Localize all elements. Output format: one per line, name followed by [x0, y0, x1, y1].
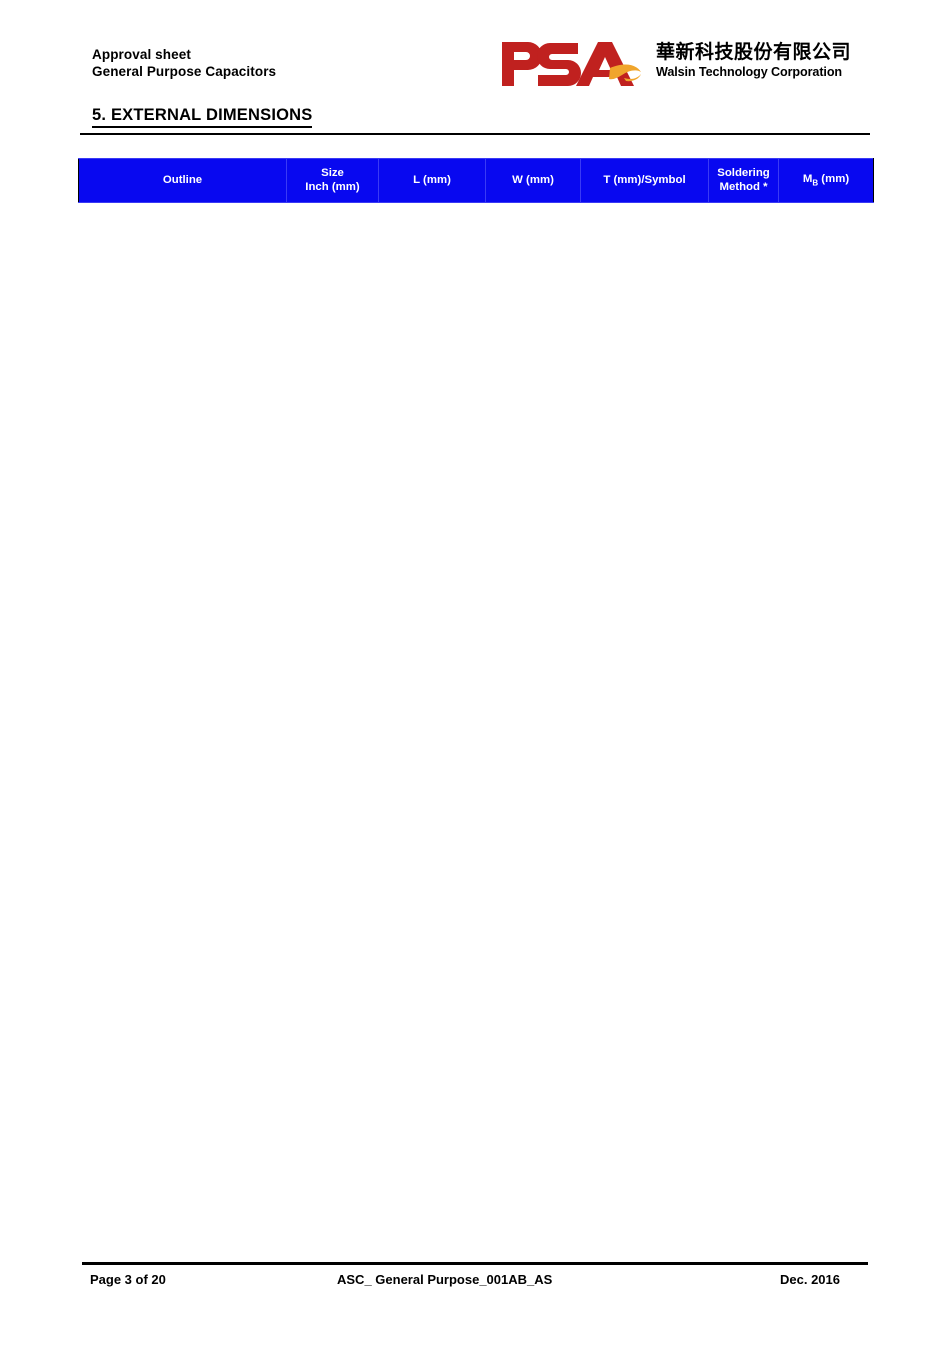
- company-name-en: Walsin Technology Corporation: [656, 65, 843, 79]
- page-header: Approval sheet General Purpose Capacitor…: [80, 38, 870, 136]
- company-name-block: 華新科技股份有限公司 Walsin Technology Corporation: [656, 40, 870, 80]
- company-logo: 華新科技股份有限公司 Walsin Technology Corporation: [498, 38, 870, 100]
- footer-date: Dec. 2016: [780, 1272, 840, 1287]
- header-line-2: General Purpose Capacitors: [92, 64, 277, 79]
- col-header-thickness-symbol: T (mm)/Symbol: [580, 158, 709, 203]
- col-header-soldering-method: Soldering Method *: [708, 158, 779, 203]
- col-header-mb-suffix: (mm): [818, 173, 850, 186]
- page-footer: Page 3 of 20 ASC_ General Purpose_001AB_…: [82, 1272, 868, 1296]
- col-header-mb-prefix: M: [802, 173, 813, 186]
- dimensions-table-wrap: Outline Size Inch (mm) L (mm) W (mm) T (…: [78, 158, 874, 203]
- col-header-mb: MB (mm): [778, 158, 874, 203]
- footer-document-id: ASC_ General Purpose_001AB_AS: [337, 1272, 553, 1287]
- footer-divider: [82, 1262, 868, 1265]
- header-title-block: Approval sheet General Purpose Capacitor…: [92, 46, 276, 80]
- col-header-length: L (mm): [378, 158, 486, 203]
- section-title: 5. EXTERNAL DIMENSIONS: [92, 106, 313, 128]
- footer-page-number: Page 3 of 20: [90, 1272, 166, 1287]
- col-header-width: W (mm): [485, 158, 581, 203]
- col-header-soldering-line1: Soldering: [717, 166, 770, 179]
- col-header-size-line1: Size: [321, 166, 344, 179]
- header-line-1: Approval sheet: [92, 47, 191, 62]
- header-divider: [80, 133, 870, 136]
- table-header-row: Outline Size Inch (mm) L (mm) W (mm) T (…: [78, 158, 874, 203]
- company-name-cn: 華新科技股份有限公司: [656, 41, 852, 63]
- col-header-size: Size Inch (mm): [286, 158, 379, 203]
- col-header-outline: Outline: [78, 158, 287, 203]
- col-header-soldering-line2: Method *: [719, 180, 768, 193]
- psa-logo-icon: [498, 38, 648, 90]
- col-header-size-line2: Inch (mm): [305, 180, 360, 193]
- external-dimensions-table: Outline Size Inch (mm) L (mm) W (mm) T (…: [78, 158, 874, 203]
- col-header-mb-sub: B: [812, 178, 819, 188]
